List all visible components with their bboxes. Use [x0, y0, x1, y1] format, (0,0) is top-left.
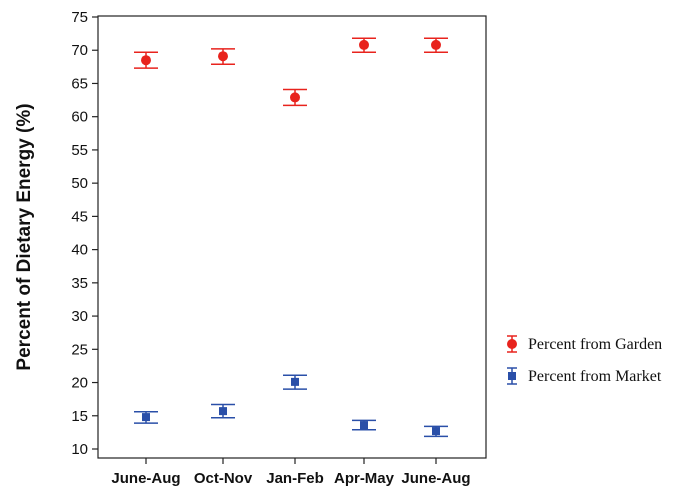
legend-label: Percent from Market — [528, 368, 662, 385]
plot-frame — [97, 15, 487, 459]
data-point — [218, 51, 228, 62]
y-tick-label: 10 — [71, 441, 88, 458]
y-tick-label: 30 — [71, 308, 88, 325]
legend-item: Percent from Market — [507, 367, 662, 385]
legend: Percent from Garden Percent from Market — [507, 335, 662, 385]
data-point — [291, 377, 299, 386]
legend-item: Percent from Garden — [507, 335, 662, 353]
y-tick-label: 60 — [71, 109, 88, 126]
legend-label: Percent from Garden — [528, 336, 662, 353]
x-category-label: Oct-Nov — [194, 470, 253, 487]
y-tick-label: 55 — [71, 142, 88, 159]
y-tick-label: 25 — [71, 341, 88, 358]
y-axis-title: Percent of Dietary Energy (%) — [14, 103, 35, 370]
y-tick-label: 20 — [71, 375, 88, 392]
series-market — [134, 374, 448, 438]
data-point — [432, 427, 440, 436]
y-tick-label: 50 — [71, 175, 88, 192]
data-point — [219, 407, 227, 416]
legend-marker — [508, 372, 516, 380]
data-point — [142, 413, 150, 422]
data-point — [431, 39, 441, 50]
y-tick-label: 65 — [71, 75, 88, 92]
y-tick-label: 15 — [71, 408, 88, 425]
legend-marker — [507, 339, 517, 349]
data-point — [359, 39, 369, 50]
series-garden — [134, 37, 448, 107]
y-tick-label: 45 — [71, 208, 88, 225]
y-tick-label: 35 — [71, 275, 88, 292]
y-tick-label: 40 — [71, 242, 88, 259]
x-category-label: June-Aug — [111, 470, 180, 487]
data-point — [290, 92, 300, 103]
x-category-label: Apr-May — [334, 470, 395, 487]
y-tick-label: 75 — [71, 9, 88, 26]
y-tick-label: 70 — [71, 42, 88, 59]
x-category-label: June-Aug — [401, 470, 470, 487]
x-category-label: Jan-Feb — [266, 470, 324, 487]
data-point — [141, 55, 151, 66]
data-point — [360, 421, 368, 430]
